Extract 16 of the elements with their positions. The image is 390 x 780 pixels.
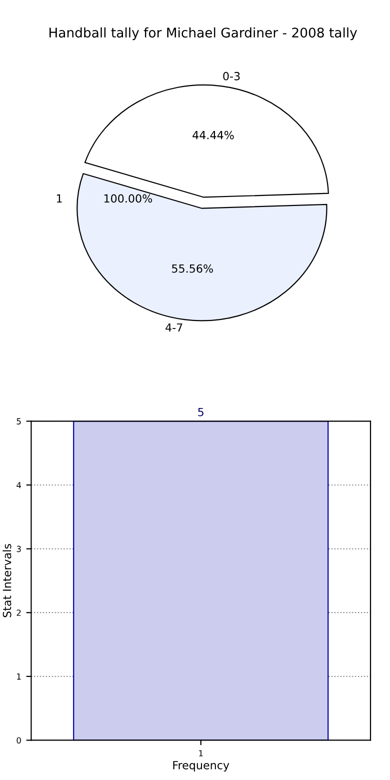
y-axis-title: Stat Intervals <box>2 544 12 618</box>
text: 1 <box>56 194 62 202</box>
y-tick-label: 3 <box>16 546 21 552</box>
y-tick-label: 1 <box>17 674 21 680</box>
y-tick-label: 2 <box>16 610 21 616</box>
data-label: 44.44% <box>192 130 234 140</box>
slice-label: 0-3 <box>223 72 240 80</box>
slice-label: 4-7 <box>166 323 182 332</box>
y-tick-label: 4 <box>16 482 22 488</box>
chart-title: Handball tally for Michael Gardiner - 2008 tally <box>50 27 357 40</box>
y-tick-label: 5 <box>16 418 21 424</box>
data-label: 55.56% <box>172 264 213 273</box>
data-label: 5 <box>198 408 204 416</box>
y-tick-label: 0 <box>16 737 21 744</box>
text: 100.00% <box>104 194 152 203</box>
x-axis-title: Frequency <box>173 761 230 772</box>
